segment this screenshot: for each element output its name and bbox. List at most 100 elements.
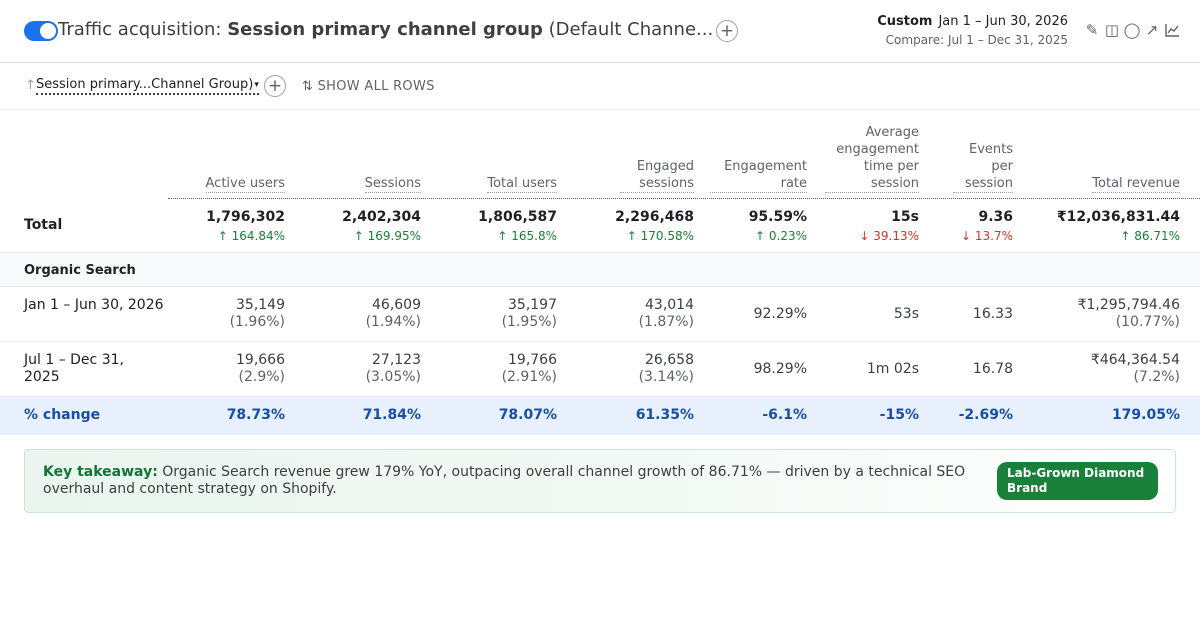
total-change: ↓ 39.13%	[859, 229, 919, 243]
column-header-label: Events per session	[953, 141, 1013, 193]
cell-share: (1.94%)	[365, 314, 421, 330]
cell-value: ₹464,364.54	[1090, 352, 1180, 368]
cell-value: 27,123	[372, 352, 421, 368]
table-cell: 35,149 (1.96%)	[230, 297, 285, 331]
cell-value: 16.78	[972, 361, 1013, 377]
change-value: -6.1%	[762, 407, 807, 423]
cell-value: 26,658	[645, 352, 694, 368]
dimension-dropdown[interactable]: Session primary...Channel Group)▾	[36, 77, 259, 95]
comparison-toggle[interactable]	[24, 21, 58, 41]
total-value: 2,296,468	[615, 209, 694, 225]
column-header-label: Average engagement time per session	[825, 124, 919, 193]
column-header-total-users[interactable]: Total users	[440, 110, 557, 199]
change-value: 78.07%	[498, 407, 557, 423]
dimension-label: Session primary...Channel Group)	[36, 77, 254, 92]
takeaway-body: Organic Search revenue grew 179% YoY, ou…	[43, 464, 966, 497]
title-prefix: Traffic acquisition:	[58, 19, 228, 40]
total-value: 1,796,302	[206, 209, 285, 225]
plus-icon: +	[267, 75, 283, 96]
date-range: Custom Jan 1 – Jun 30, 2026	[877, 14, 1068, 29]
chart-icon[interactable]	[1164, 21, 1180, 39]
page-title: Traffic acquisition: Session primary cha…	[58, 19, 713, 40]
table-cell: 43,014 (1.87%)	[639, 297, 694, 331]
group-row[interactable]: Organic Search	[0, 253, 1200, 287]
column-header-total-revenue[interactable]: Total revenue	[1040, 110, 1180, 199]
change-value: 78.73%	[226, 407, 285, 423]
cell-share: (3.05%)	[365, 369, 421, 385]
column-header-sessions[interactable]: Sessions	[300, 110, 421, 199]
toolbar: ✎ ◫ ◯ ↗	[1084, 21, 1180, 39]
column-header-label: Engaged sessions	[620, 158, 694, 193]
title-dimension: Session primary channel group	[227, 19, 543, 40]
cell-share: (2.9%)	[238, 369, 286, 385]
date-range-picker[interactable]: Custom Jan 1 – Jun 30, 2026 Compare: Jul …	[877, 14, 1068, 47]
cell-value: 19,766	[508, 352, 557, 368]
table-cell: 19,666 (2.9%)	[236, 352, 285, 386]
add-dimension-button[interactable]: +	[264, 75, 286, 97]
cell-value: 35,197	[508, 297, 557, 313]
table-cell: 46,609 (1.94%)	[366, 297, 421, 331]
cell-value: 1m 02s	[866, 361, 919, 377]
row-period: Jul 1 – Dec 31, 2025	[24, 352, 124, 385]
column-header-engagement-rate[interactable]: Engagement rate	[710, 110, 807, 199]
share-icon[interactable]: ↗	[1145, 21, 1159, 39]
change-value: 179.05%	[1111, 407, 1180, 423]
cell-value: 98.29%	[753, 361, 807, 377]
brand-badge: Lab-Grown Diamond Brand	[997, 462, 1158, 500]
cell-share: (2.91%)	[501, 369, 557, 385]
toggle-knob	[40, 23, 56, 39]
compare-range: Compare: Jul 1 – Dec 31, 2025	[885, 33, 1068, 47]
change-value: -2.69%	[958, 407, 1013, 423]
cell-value: 16.33	[972, 306, 1013, 322]
table-row[interactable]: Jan 1 – Jun 30, 2026 35,149 (1.96%) 46,60…	[0, 287, 1200, 342]
edit-icon[interactable]: ✎	[1085, 21, 1099, 39]
cell-value: 35,149	[236, 297, 285, 313]
takeaway-text: Key takeaway: Organic Search revenue gre…	[43, 464, 993, 498]
change-value: -15%	[879, 407, 919, 423]
total-value: 15s	[891, 209, 919, 225]
show-all-rows-button[interactable]: ⇅ SHOW ALL ROWS	[302, 79, 435, 94]
plus-icon: +	[719, 20, 735, 41]
sort-arrow-icon[interactable]: ↑	[25, 78, 36, 93]
date-label: Custom	[877, 14, 933, 29]
table-row[interactable]: Jul 1 – Dec 31, 2025 19,666 (2.9%) 27,123…	[0, 342, 1200, 397]
cell-share: (1.95%)	[501, 314, 557, 330]
column-header-label: Engagement rate	[710, 158, 807, 193]
column-header-engaged-sessions[interactable]: Engaged sessions	[620, 110, 694, 199]
table-cell: 27,123 (3.05%)	[366, 352, 421, 386]
total-row: Total 1,796,302 2,402,304 1,806,587 2,29…	[0, 199, 1200, 253]
total-change: ↑ 0.23%	[755, 229, 807, 243]
column-header-events-per-session[interactable]: Events per session	[953, 110, 1013, 199]
takeaway-lead: Key takeaway:	[43, 464, 158, 480]
column-header-label: Total revenue	[1092, 176, 1180, 193]
cell-share: (3.14%)	[638, 369, 694, 385]
cell-value: 43,014	[645, 297, 694, 313]
group-label: Organic Search	[24, 263, 136, 278]
total-value: ₹12,036,831.44	[1056, 209, 1180, 225]
total-change: ↑ 169.95%	[353, 229, 421, 243]
insights-icon[interactable]: ◯	[1123, 21, 1141, 39]
change-value: 61.35%	[635, 407, 694, 423]
table-cell: 26,658 (3.14%)	[639, 352, 694, 386]
total-value: 9.36	[978, 209, 1013, 225]
change-value: 71.84%	[362, 407, 421, 423]
cell-share: (1.87%)	[638, 314, 694, 330]
table-cell: 19,766 (2.91%)	[502, 352, 557, 386]
column-header-avg-engagement-time[interactable]: Average engagement time per session	[825, 110, 919, 199]
column-header-label: Total users	[487, 176, 557, 193]
compare-icon[interactable]: ◫	[1104, 21, 1120, 39]
total-value: 2,402,304	[342, 209, 421, 225]
cell-share: (7.2%)	[1133, 369, 1181, 385]
total-change: ↑ 170.58%	[626, 229, 694, 243]
cell-value: 53s	[893, 306, 919, 322]
total-change: ↑ 86.71%	[1120, 229, 1180, 243]
cell-value: 46,609	[372, 297, 421, 313]
cell-share: (1.96%)	[229, 314, 285, 330]
total-change: ↓ 13.7%	[961, 229, 1013, 243]
key-takeaway-callout: Key takeaway: Organic Search revenue gre…	[24, 449, 1176, 513]
column-header-active-users[interactable]: Active users	[160, 110, 285, 199]
percent-change-row: % change 78.73% 71.84% 78.07% 61.35% -6.…	[0, 397, 1200, 435]
column-header-label: Active users	[205, 176, 285, 193]
add-comparison-button[interactable]: +	[716, 20, 738, 42]
cell-share: (10.77%)	[1115, 314, 1180, 330]
